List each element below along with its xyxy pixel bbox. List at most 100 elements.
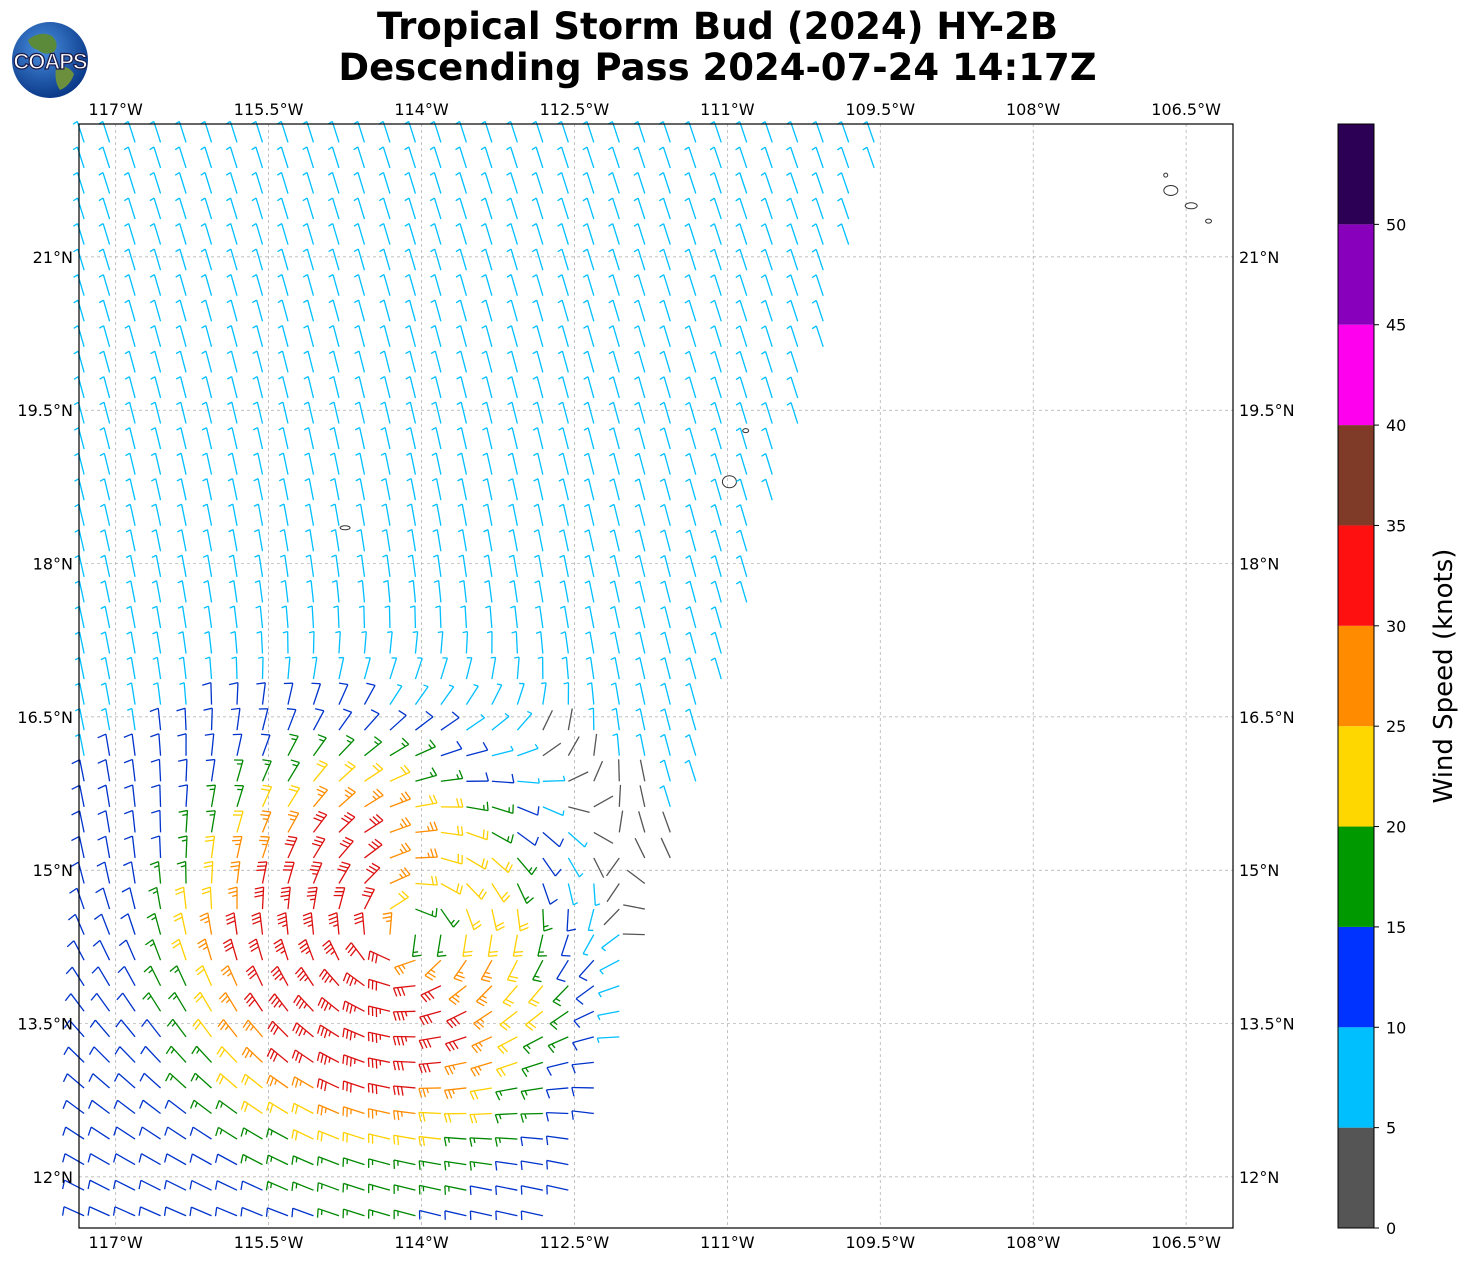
wind-barb: [760, 223, 773, 245]
wind-barb: [455, 274, 468, 296]
wind-barb: [418, 1209, 442, 1220]
wind-barb: [381, 503, 391, 526]
wind-barb: [549, 1010, 569, 1031]
wind-barb: [623, 904, 645, 910]
lat-tick-label-left: 18°N: [33, 555, 73, 574]
wind-barb: [506, 299, 518, 322]
wind-barb: [277, 299, 289, 322]
wind-barb: [89, 1019, 111, 1038]
wind-barb: [150, 350, 162, 373]
wind-barb: [124, 223, 136, 245]
wind-barb: [618, 784, 622, 807]
wind-barb: [117, 965, 136, 987]
wind-barb: [393, 1134, 416, 1146]
wind-barb: [338, 656, 345, 680]
wind-barb: [516, 710, 533, 731]
wind-barb: [761, 376, 773, 399]
wind-barb: [278, 401, 289, 424]
wind-barb: [292, 1022, 314, 1038]
island-outline: [1184, 202, 1198, 210]
wind-barb: [507, 478, 518, 501]
wind-barb: [516, 857, 538, 876]
wind-barb: [215, 1100, 238, 1115]
wind-barb: [98, 120, 111, 143]
wind-barb: [150, 427, 162, 450]
wind-barb: [338, 708, 353, 731]
wind-barb: [251, 274, 264, 296]
wind-barb: [571, 1110, 594, 1120]
wind-barb: [345, 942, 365, 961]
wind-barb: [633, 325, 646, 348]
wind-barb: [226, 248, 238, 271]
wind-barb: [584, 554, 595, 577]
wind-barb: [469, 1137, 492, 1147]
wind-barb: [458, 554, 468, 577]
wind-barb: [455, 222, 468, 245]
wind-barb: [558, 503, 569, 526]
wind-barb: [100, 529, 111, 552]
wind-barb: [278, 478, 289, 501]
lon-tick-label-top: 112.5°W: [540, 100, 610, 119]
wind-barb: [584, 503, 595, 526]
wind-barb: [455, 248, 468, 271]
wind-barb: [482, 503, 493, 526]
wind-barb: [217, 1019, 238, 1038]
wind-barb: [542, 883, 558, 905]
wind-barb: [276, 171, 289, 194]
wind-barb: [626, 869, 646, 885]
wind-barb: [226, 197, 238, 220]
wind-barb: [491, 908, 505, 932]
wind-barb: [93, 913, 111, 935]
wind-barb: [216, 1046, 238, 1063]
wind-barb: [174, 171, 187, 194]
wind-barb: [455, 197, 468, 220]
wind-barb: [659, 401, 671, 424]
wind-barb: [520, 1112, 543, 1123]
wind-barb: [440, 711, 460, 731]
wind-barb: [533, 503, 544, 526]
wind-barb: [639, 785, 646, 807]
wind-barb: [265, 1154, 289, 1166]
colorbar-segment: [1338, 726, 1374, 827]
wind-barb: [291, 1129, 314, 1141]
wind-barb: [354, 376, 366, 399]
wind-barb: [113, 1153, 136, 1166]
wind-barb: [303, 350, 315, 373]
wind-barb: [557, 197, 569, 220]
wind-barb: [277, 273, 289, 296]
wind-barb: [660, 554, 671, 578]
wind-barb: [389, 657, 398, 680]
wind-barbs: [61, 120, 875, 1221]
wind-barb: [202, 452, 213, 475]
wind-barb: [113, 1099, 136, 1115]
wind-barb: [277, 197, 289, 220]
wind-barb: [127, 707, 136, 731]
wind-barb: [98, 299, 111, 322]
wind-barb: [684, 376, 697, 399]
wind-barb: [568, 806, 590, 814]
wind-barb: [532, 350, 544, 373]
wind-barb: [710, 299, 722, 322]
wind-barb: [685, 478, 697, 501]
wind-barb: [659, 427, 671, 450]
wind-barb: [311, 656, 318, 680]
wind-barb: [175, 325, 187, 348]
wind-barb: [176, 707, 187, 731]
wind-barb: [367, 1005, 391, 1017]
island-outline: [1205, 218, 1213, 224]
wind-barb: [710, 427, 722, 450]
wind-barb: [811, 121, 824, 143]
wind-barb: [202, 503, 213, 526]
wind-barb: [418, 1160, 442, 1170]
wind-barb: [634, 401, 646, 424]
wind-barb: [404, 171, 417, 194]
wind-barb: [407, 528, 417, 552]
wind-barb: [593, 883, 601, 907]
wind-barb: [203, 580, 213, 603]
wind-barb: [443, 1087, 467, 1099]
wind-barb: [546, 1184, 569, 1195]
wind-barb: [609, 503, 620, 526]
wind-barb: [163, 1179, 187, 1191]
lat-tick-label-right: 19.5°N: [1239, 401, 1295, 420]
wind-barb: [585, 631, 595, 654]
